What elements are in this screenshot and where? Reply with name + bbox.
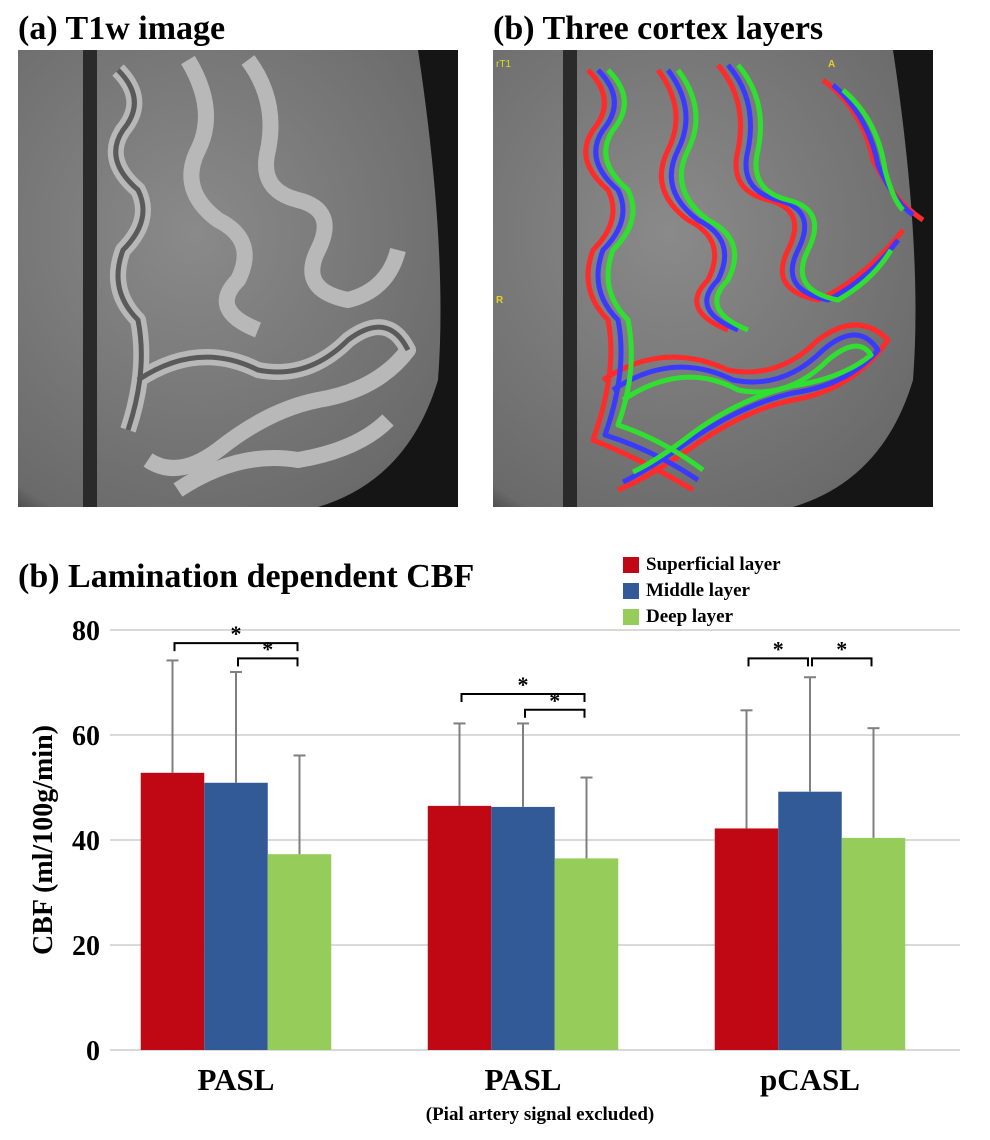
significance-marker: * — [773, 636, 784, 661]
significance-bracket — [460, 693, 586, 703]
significance-bracket — [747, 657, 809, 667]
x-tick-label: PASL — [198, 1062, 275, 1097]
significance-marker: * — [231, 621, 242, 646]
cortex-layers-mri-image: rT1 A R — [493, 50, 933, 507]
bar — [714, 828, 779, 1050]
superficial-layer-contour — [583, 63, 925, 493]
t1w-mri-image — [18, 50, 458, 507]
middle-layer-contour — [593, 63, 915, 485]
significance-marker: * — [836, 636, 847, 661]
x-tick-label: PASL — [485, 1062, 562, 1097]
legend-label: Superficial layer — [646, 554, 781, 575]
bar — [491, 806, 555, 1050]
y-tick-label: 20 — [72, 931, 100, 962]
significance-bracket — [173, 642, 299, 652]
bar — [778, 791, 842, 1050]
significance-bracket — [811, 657, 873, 667]
bar-chart: * * * * * * 0 20 40 60 80 PASL PASL pCASL CBF (ml/100… — [28, 616, 960, 1125]
legend-swatch — [623, 557, 639, 573]
panel-b-title: (b) Three cortex layers — [493, 10, 824, 47]
x-axis-sublabel: (Pial artery signal excluded) — [426, 1104, 655, 1125]
legend-swatch — [623, 583, 639, 599]
legend-item-superficial: Superficial layer — [623, 552, 781, 578]
panel-a-title: (a) T1w image — [18, 10, 226, 47]
x-tick-label: pCASL — [760, 1062, 860, 1097]
overlay-label-a: A — [828, 59, 835, 70]
y-tick-label: 80 — [72, 616, 100, 647]
overlay-label-rt1: rT1 — [496, 59, 511, 70]
significance-marker: * — [549, 688, 560, 713]
deep-layer-contour — [603, 63, 905, 475]
bar — [427, 805, 492, 1050]
legend-label: Middle layer — [646, 580, 750, 601]
chart-legend: Superficial layer Middle layer Deep laye… — [623, 552, 781, 630]
y-tick-label: 0 — [86, 1036, 100, 1067]
significance-marker: * — [518, 672, 529, 697]
significance-bracket — [237, 657, 299, 667]
legend-swatch — [623, 609, 639, 625]
overlay-label-r: R — [496, 295, 504, 306]
y-axis-label: CBF (ml/100g/min) — [28, 725, 59, 955]
y-tick-label: 40 — [72, 826, 100, 857]
bar — [841, 837, 906, 1050]
bar — [554, 858, 619, 1050]
y-tick-label: 60 — [72, 721, 100, 752]
significance-marker: * — [262, 636, 273, 661]
bar — [140, 772, 205, 1050]
chart-title: (b) Lamination dependent CBF — [18, 558, 475, 595]
bar — [204, 782, 268, 1050]
legend-item-middle: Middle layer — [623, 578, 781, 604]
significance-bracket — [524, 708, 586, 718]
bar — [267, 854, 332, 1050]
legend-label: Deep layer — [646, 606, 734, 627]
legend-item-deep: Deep layer — [623, 604, 781, 630]
